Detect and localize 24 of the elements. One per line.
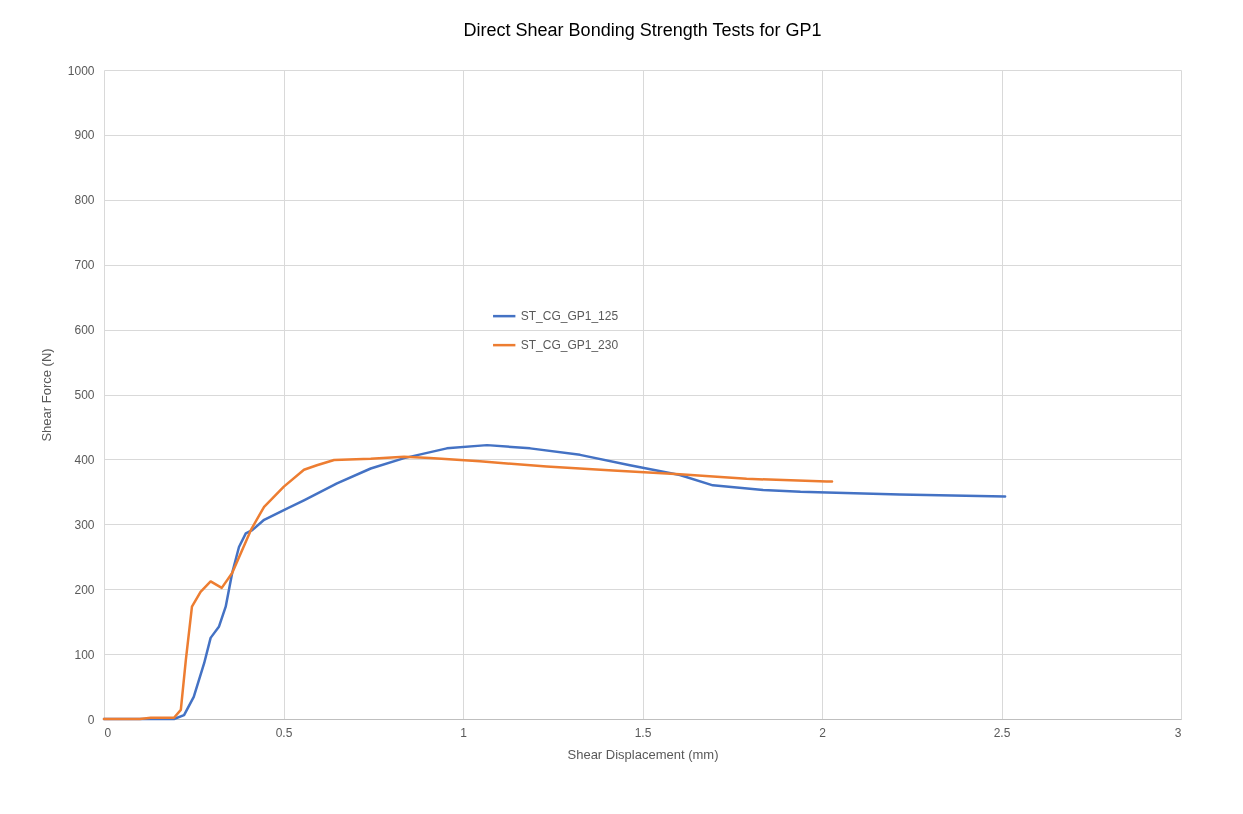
x-tick-label: 0.5 bbox=[275, 725, 293, 740]
y-tick-label: 900 bbox=[74, 128, 95, 143]
x-tick-label: 3 bbox=[1174, 725, 1182, 740]
x-axis-title: Shear Displacement (mm) bbox=[567, 746, 719, 762]
legend-label: ST_CG_GP1_230 bbox=[520, 338, 619, 353]
y-tick-label: 800 bbox=[74, 193, 95, 208]
y-tick-label: 600 bbox=[74, 323, 95, 338]
x-tick-label: 1 bbox=[460, 725, 468, 740]
y-tick-label: 700 bbox=[74, 258, 95, 273]
legend-label: ST_CG_GP1_125 bbox=[520, 309, 619, 324]
y-tick-label: 400 bbox=[74, 452, 95, 467]
y-tick-label: 500 bbox=[74, 388, 95, 402]
x-tick-label: 2 bbox=[819, 725, 827, 740]
y-tick-label: 1000 bbox=[67, 63, 95, 78]
chart-title: Direct Shear Bonding Strength Tests for GP1 bbox=[463, 20, 822, 40]
x-tick-label: 0 bbox=[104, 725, 112, 740]
y-tick-label: 100 bbox=[74, 647, 95, 662]
line-series bbox=[102, 455, 834, 721]
x-tick-label: 1.5 bbox=[634, 725, 652, 740]
y-tick-label: 0 bbox=[87, 712, 95, 727]
y-tick-label: 200 bbox=[74, 582, 95, 597]
y-axis-title: Shear Force (N) bbox=[38, 348, 54, 442]
x-tick-label: 2.5 bbox=[993, 725, 1011, 740]
y-tick-label: 300 bbox=[74, 517, 95, 532]
